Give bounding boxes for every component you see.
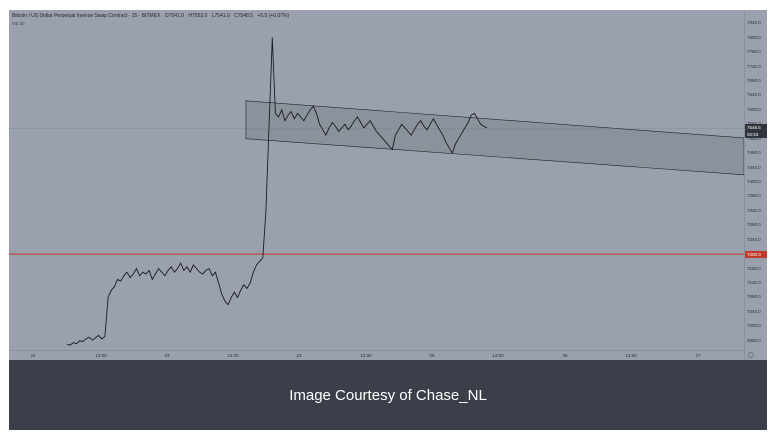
- price-tick: 7600.0: [747, 106, 761, 112]
- price-tick: 7560.0: [747, 121, 761, 126]
- screenshot-frame: Bitcoin / US Dollar Perpetual Inverse Sw…: [9, 10, 767, 430]
- price-tick: 7680.0: [747, 77, 761, 83]
- time-tick: 23: [164, 353, 170, 358]
- price-tick: 7160.0: [747, 265, 761, 271]
- ohlc-high: H7552.0: [188, 13, 208, 19]
- time-tick: 12:00: [227, 353, 239, 358]
- caption-bar: Image Courtesy of Chase_NL: [9, 360, 767, 430]
- chart-settings-icon[interactable]: [748, 352, 754, 358]
- price-axis[interactable]: 7840.0 7800.0 7760.0 7720.0 7680.0 7640.0 7600…: [744, 10, 767, 360]
- time-tick: 12:00: [625, 353, 637, 358]
- volume-indicator: Vol 20: [12, 21, 25, 26]
- image-caption: Image Courtesy of Chase_NL: [289, 386, 487, 404]
- time-tick: 12:00: [360, 353, 372, 358]
- time-axis[interactable]: 22 12:00 23 12:00 24 12:00 25 12:00 26 12:00 27: [9, 350, 744, 360]
- price-tick: 7120.0: [747, 280, 761, 286]
- price-tick: 7800.0: [747, 34, 761, 40]
- price-tick: 7040.0: [747, 308, 761, 314]
- current-price-tag: 7548.5: [745, 124, 767, 132]
- plot-area[interactable]: [9, 10, 744, 350]
- time-tick: 12:00: [95, 353, 107, 358]
- ohlc-low: L7541.0: [211, 13, 230, 19]
- ohlc-open: O7541.0: [164, 13, 184, 19]
- price-chart[interactable]: Bitcoin / US Dollar Perpetual Inverse Sw…: [9, 10, 767, 360]
- countdown-tag: 02:53: [745, 131, 767, 139]
- support-price-tag: 7200.0: [745, 250, 767, 258]
- time-tick: 24: [296, 353, 302, 358]
- price-tick: 7000.0: [747, 323, 761, 329]
- price-tick: 7400.0: [747, 179, 761, 184]
- price-tick: 7320.0: [747, 207, 761, 213]
- time-tick: 25: [429, 353, 435, 358]
- price-series: [66, 37, 488, 346]
- price-tick: 7240.0: [747, 236, 761, 242]
- price-tick: 7480.0: [747, 150, 761, 156]
- price-tick: 7840.0: [747, 20, 761, 26]
- time-tick: 27: [695, 353, 701, 358]
- time-tick: 26: [562, 353, 568, 358]
- price-tick: 7360.0: [747, 193, 761, 199]
- symbol-title: Bitcoin / US Dollar Perpetual Inverse Sw…: [12, 13, 161, 19]
- ohlc-close: C7548.5: [234, 13, 254, 19]
- price-tick: 7280.0: [747, 222, 761, 228]
- price-tick: 7440.0: [747, 164, 761, 170]
- ohlc-change: +5.5 (+0.07%): [257, 13, 290, 19]
- time-tick: 12:00: [492, 353, 504, 358]
- price-line: [66, 37, 488, 346]
- price-tick: 7760.0: [747, 49, 761, 55]
- price-tick: 7640.0: [747, 92, 761, 98]
- time-tick: 22: [30, 353, 36, 358]
- price-tick: 6960.0: [747, 337, 761, 343]
- chart-header: Bitcoin / US Dollar Perpetual Inverse Sw…: [12, 13, 292, 19]
- descending-channel[interactable]: [245, 100, 744, 176]
- price-tick: 7080.0: [747, 294, 761, 300]
- price-tick: 7720.0: [747, 63, 761, 69]
